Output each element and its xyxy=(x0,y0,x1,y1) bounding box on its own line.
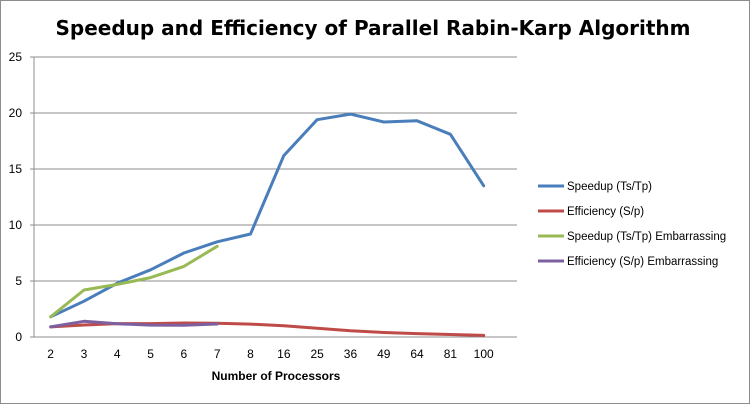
y-tick-label: 0 xyxy=(15,330,22,344)
legend-label-2: Efficiency (S/p) xyxy=(567,206,644,218)
gridlines xyxy=(34,56,517,282)
series-lines xyxy=(49,112,486,337)
x-tick-label: 6 xyxy=(181,347,188,361)
series-line-3 xyxy=(49,244,219,319)
series-line-4 xyxy=(49,319,219,329)
y-tick-label: 5 xyxy=(15,274,22,288)
x-tick-label: 16 xyxy=(277,347,291,361)
x-tick-label: 7 xyxy=(214,347,221,361)
x-tick-label: 25 xyxy=(310,347,324,361)
x-tick-label: 36 xyxy=(344,347,358,361)
x-tick-label: 100 xyxy=(474,347,494,361)
x-tick-label: 4 xyxy=(114,347,121,361)
chart-title: Speedup and Efficiency of Parallel Rabin… xyxy=(56,16,691,40)
y-tick-label: 20 xyxy=(9,106,23,120)
legend-label-3: Speedup (Ts/Tp) Embarrassing xyxy=(567,231,726,243)
x-tick-label: 5 xyxy=(147,347,154,361)
y-tick-label: 25 xyxy=(9,50,23,64)
axes: 0 5 10 15 20 25 2 3 4 5 6 7 8 16 25 36 49 64 81 100 xyxy=(9,50,517,361)
x-tick-label: 3 xyxy=(81,347,88,361)
x-tick-label: 64 xyxy=(410,347,424,361)
x-axis-title: Number of Processors xyxy=(212,369,341,383)
series-line-1 xyxy=(49,112,486,319)
x-tick-label: 8 xyxy=(247,347,254,361)
x-tick-label: 81 xyxy=(444,347,458,361)
y-tick-label: 15 xyxy=(9,162,23,176)
y-tick-label: 10 xyxy=(9,218,23,232)
x-tick-label: 2 xyxy=(47,347,54,361)
legend-label-4: Efficiency (S/p) Embarrassing xyxy=(567,256,718,268)
x-tick-label: 49 xyxy=(377,347,391,361)
legend: Speedup (Ts/Tp) Efficiency (S/p) Speedup (… xyxy=(538,181,726,268)
legend-label-1: Speedup (Ts/Tp) xyxy=(567,181,652,193)
